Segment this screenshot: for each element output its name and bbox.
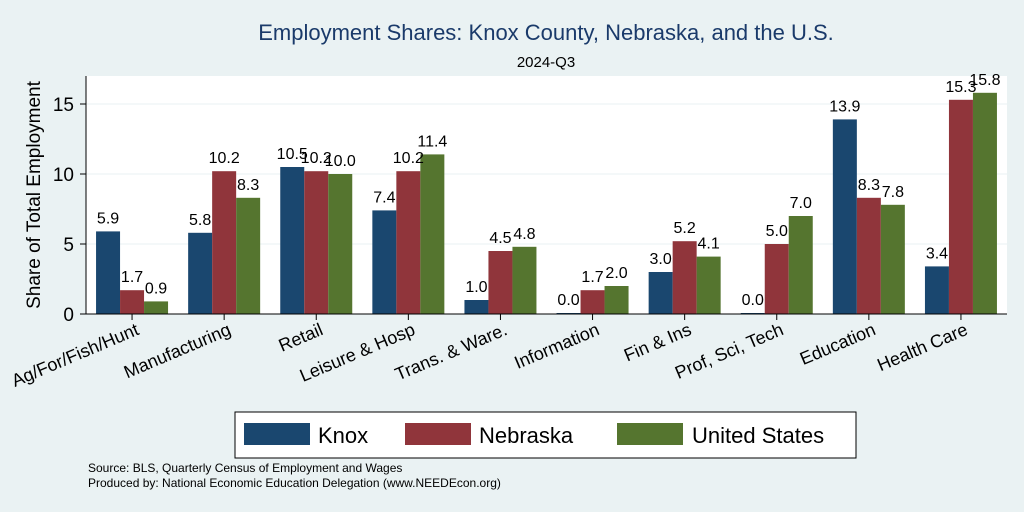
bar-value-label: 10.2 (301, 150, 332, 167)
bar-value-label: 7.4 (373, 189, 395, 206)
bar-value-label: 1.0 (465, 279, 487, 296)
bar-united-states (144, 301, 169, 314)
legend: Knox Nebraska United States (234, 411, 857, 459)
bar-knox (96, 231, 121, 314)
bar-nebraska (488, 251, 513, 314)
legend-swatch-knox (244, 423, 310, 445)
producer-note: Produced by: National Economic Education… (88, 476, 501, 490)
bar-value-label: 8.3 (858, 177, 880, 194)
bar-value-label: 8.3 (237, 177, 259, 194)
bar-knox (924, 266, 949, 314)
bar-united-states (972, 92, 997, 314)
bar-value-label: 10.2 (209, 150, 240, 167)
bar-nebraska (396, 171, 421, 314)
y-tick-label: 15 (53, 95, 74, 116)
bar-nebraska (856, 197, 881, 314)
bar-value-label: 10.0 (325, 153, 356, 170)
bar-value-label: 2.0 (605, 265, 627, 282)
y-tick-label: 5 (63, 235, 74, 256)
bar-united-states (880, 204, 905, 314)
bar-value-label: 1.7 (121, 269, 143, 286)
legend-label-united-states: United States (692, 423, 824, 448)
legend-box (234, 411, 857, 459)
bar-united-states (420, 154, 445, 314)
bar-nebraska (764, 244, 789, 314)
y-tick-label: 10 (53, 165, 74, 186)
bar-united-states (236, 197, 261, 314)
bar-nebraska (580, 290, 605, 314)
bars (96, 92, 997, 315)
bar-united-states (604, 286, 629, 314)
bar-value-label: 10.2 (393, 150, 424, 167)
bar-knox (464, 300, 489, 314)
bar-united-states (328, 174, 353, 314)
bar-knox (372, 210, 397, 314)
bar-value-label: 11.4 (417, 133, 447, 150)
bar-value-label: 15.8 (969, 72, 1000, 89)
bar-value-label: 10.5 (277, 146, 308, 163)
legend-label-knox: Knox (318, 423, 368, 448)
bar-value-label: 13.9 (829, 98, 860, 115)
bar-value-label: 4.5 (489, 230, 511, 247)
chart-title: Employment Shares: Knox County, Nebraska… (258, 20, 834, 45)
bar-nebraska (120, 290, 145, 314)
bar-value-label: 3.0 (650, 251, 672, 268)
chart-subtitle: 2024-Q3 (517, 54, 575, 71)
bar-nebraska (948, 99, 973, 314)
legend-swatch-united-states (617, 423, 683, 445)
bar-united-states (512, 246, 537, 314)
bar-value-label: 4.1 (698, 236, 720, 253)
bar-value-label: 0.0 (557, 292, 579, 309)
legend-swatch-nebraska (405, 423, 471, 445)
bar-value-label: 5.2 (674, 220, 696, 237)
source-note: Source: BLS, Quarterly Census of Employm… (88, 461, 402, 475)
legend-label-nebraska: Nebraska (479, 423, 574, 448)
bar-value-label: 1.7 (581, 269, 603, 286)
bar-united-states (788, 216, 813, 314)
bar-nebraska (304, 171, 329, 314)
bar-value-label: 3.4 (926, 245, 948, 262)
bar-value-label: 15.3 (945, 79, 976, 96)
bar-value-label: 0.0 (742, 292, 764, 309)
bar-value-label: 5.8 (189, 212, 211, 229)
bar-value-labels: 5.91.70.95.810.28.310.510.210.07.410.211… (97, 72, 1001, 309)
bar-knox (832, 119, 857, 315)
y-tick-label: 0 (63, 305, 74, 326)
bar-knox (188, 232, 213, 314)
bar-nebraska (212, 171, 237, 314)
y-axis-ticks: 0 5 10 15 (53, 95, 86, 326)
bar-nebraska (672, 241, 697, 314)
bar-value-label: 7.8 (882, 184, 904, 201)
bar-value-label: 0.9 (145, 280, 167, 297)
bar-knox (648, 272, 673, 314)
bar-united-states (696, 256, 721, 314)
y-axis-label: Share of Total Employment (24, 80, 45, 308)
bar-knox (280, 167, 305, 314)
bar-value-label: 5.0 (766, 223, 788, 240)
bar-value-label: 5.9 (97, 210, 119, 227)
bar-value-label: 7.0 (790, 195, 812, 212)
bar-value-label: 4.8 (513, 226, 535, 243)
